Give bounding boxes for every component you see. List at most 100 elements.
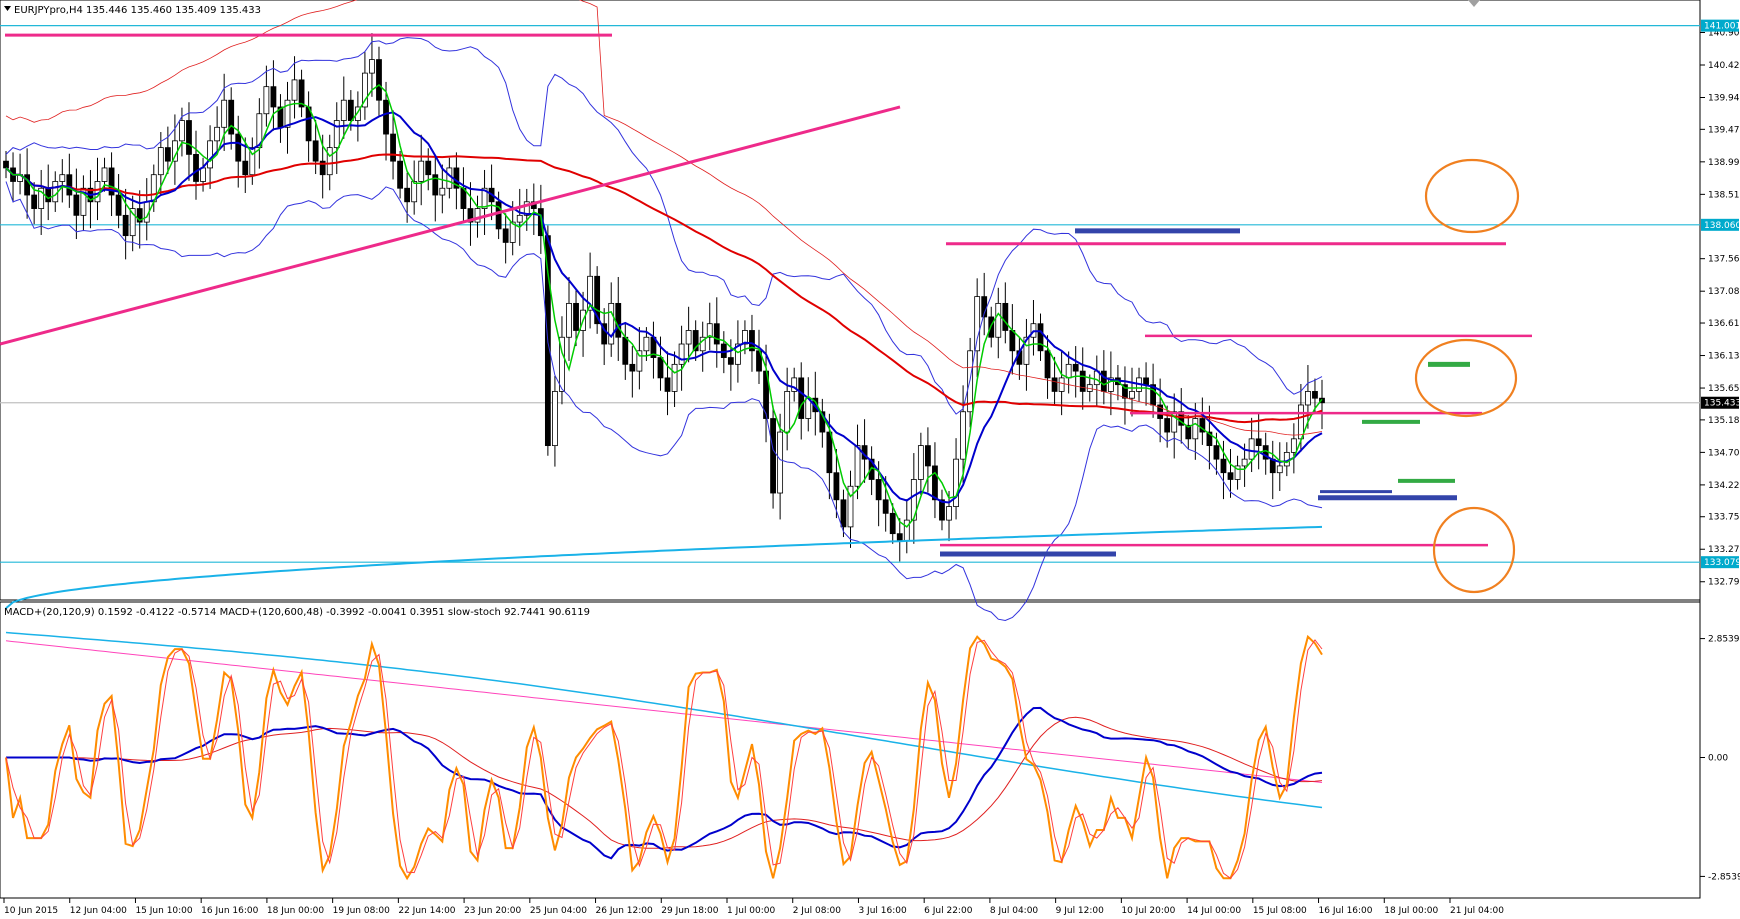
candle-body	[1276, 465, 1283, 474]
candle-body	[678, 343, 685, 365]
candle-body	[376, 59, 382, 101]
time-tick-label: 15 Jul 08:00	[1253, 906, 1307, 916]
candle-body	[847, 485, 854, 528]
candle-body	[1122, 384, 1128, 399]
price-tick-label: 139.470	[1708, 125, 1740, 135]
candle-body	[122, 214, 129, 237]
candle-body	[615, 302, 622, 338]
candle-body	[1185, 424, 1192, 440]
candle-body	[882, 499, 889, 514]
candle-body	[446, 167, 453, 189]
indicator-tick-label: 0.00	[1708, 754, 1728, 764]
candle-body	[495, 201, 502, 230]
candle-body	[1206, 431, 1213, 447]
candle-body	[770, 418, 776, 494]
chart-symbol-header: EURJPYpro,H4 135.446 135.460 135.409 135…	[14, 5, 261, 16]
candle-body	[425, 160, 432, 176]
candle-body	[742, 330, 748, 345]
candle-body	[516, 214, 523, 223]
time-tick-label: 8 Jul 04:00	[990, 906, 1039, 916]
candle-body	[235, 133, 242, 162]
candle-body	[1290, 438, 1297, 453]
candle-body	[573, 302, 579, 331]
candle-body	[1107, 377, 1114, 392]
candle-body	[1171, 411, 1178, 433]
time-tick-label: 19 Jun 08:00	[333, 906, 390, 916]
candle-body	[179, 120, 185, 142]
candle-body	[875, 479, 882, 501]
ma-blue	[5, 111, 1323, 504]
candle-body	[643, 336, 650, 352]
indicator-panel	[0, 601, 1701, 899]
price-tick-label: 134.700	[1708, 448, 1740, 458]
candle-body	[340, 99, 347, 121]
candle-body	[1023, 336, 1030, 365]
candle-body	[840, 499, 847, 528]
candle-body	[777, 431, 784, 494]
candle-body	[467, 208, 474, 223]
candle-body	[1255, 438, 1262, 447]
bollinger-lower	[5, 181, 1323, 622]
candle-body	[1192, 418, 1199, 440]
collapse-triangle-icon[interactable]	[4, 6, 11, 11]
annotation-circle	[1432, 506, 1516, 594]
candle-body	[939, 499, 945, 521]
candle-body	[24, 174, 31, 196]
candle-body	[657, 357, 664, 379]
candle-body	[791, 377, 798, 392]
bollinger-upper	[5, 37, 1323, 415]
price-tag-box	[1701, 19, 1739, 32]
time-tick-label: 9 Jul 12:00	[1056, 906, 1105, 916]
candle-body	[671, 363, 678, 392]
candle-body	[481, 187, 488, 209]
candle-body	[1305, 391, 1311, 406]
candle-body	[1065, 363, 1072, 379]
shift-marker-icon[interactable]	[1468, 0, 1480, 7]
candle-body	[925, 445, 931, 467]
candle-body	[207, 140, 213, 169]
time-tick-label: 12 Jun 04:00	[70, 906, 127, 916]
price-tick-label: 136.130	[1708, 352, 1740, 362]
price-tag-box	[1701, 218, 1739, 231]
candle-body	[1312, 391, 1318, 399]
candle-body	[347, 99, 354, 121]
trendline-pink	[0, 105, 901, 346]
candle-body	[108, 167, 115, 196]
candle-body	[214, 126, 221, 142]
candle-body	[73, 194, 80, 216]
price-tag-label: 138.060	[1704, 221, 1740, 231]
candle-body	[706, 323, 713, 338]
candle-body	[1037, 323, 1044, 352]
candle-body	[1164, 418, 1171, 433]
candle-body	[129, 208, 136, 237]
candle-body	[249, 147, 256, 176]
macd-long-main	[5, 631, 1323, 809]
price-tick-label: 136.610	[1708, 319, 1740, 329]
candle-body	[354, 106, 361, 121]
ma-long-cyan	[5, 525, 1323, 609]
candle-body	[186, 120, 192, 155]
ma-slow-red	[5, 153, 1323, 424]
time-tick-label: 1 Jul 00:00	[727, 906, 776, 916]
price-tick-label: 133.750	[1708, 513, 1740, 523]
candle-body	[1079, 370, 1086, 392]
time-tick-label: 25 Jun 04:00	[530, 906, 587, 916]
price-tag-label: 141.001	[1704, 22, 1740, 32]
candle-body	[889, 512, 896, 535]
candle-body	[418, 160, 425, 182]
stoch-signal	[5, 639, 1323, 879]
time-tick-label: 2 Jul 08:00	[793, 906, 842, 916]
candle-body	[66, 174, 73, 196]
candle-body	[1143, 377, 1149, 386]
candle-body	[509, 221, 516, 243]
candle-body	[228, 99, 235, 135]
price-tick-label: 137.560	[1708, 255, 1740, 265]
price-tag-label: 133.079	[1704, 558, 1740, 568]
candle-body	[685, 330, 692, 345]
price-tick-label: 138.990	[1708, 158, 1740, 168]
candle-body	[974, 296, 981, 352]
indicator-chart-layer	[5, 631, 1323, 881]
candle-body	[383, 99, 389, 135]
price-tag-box	[1701, 396, 1739, 409]
